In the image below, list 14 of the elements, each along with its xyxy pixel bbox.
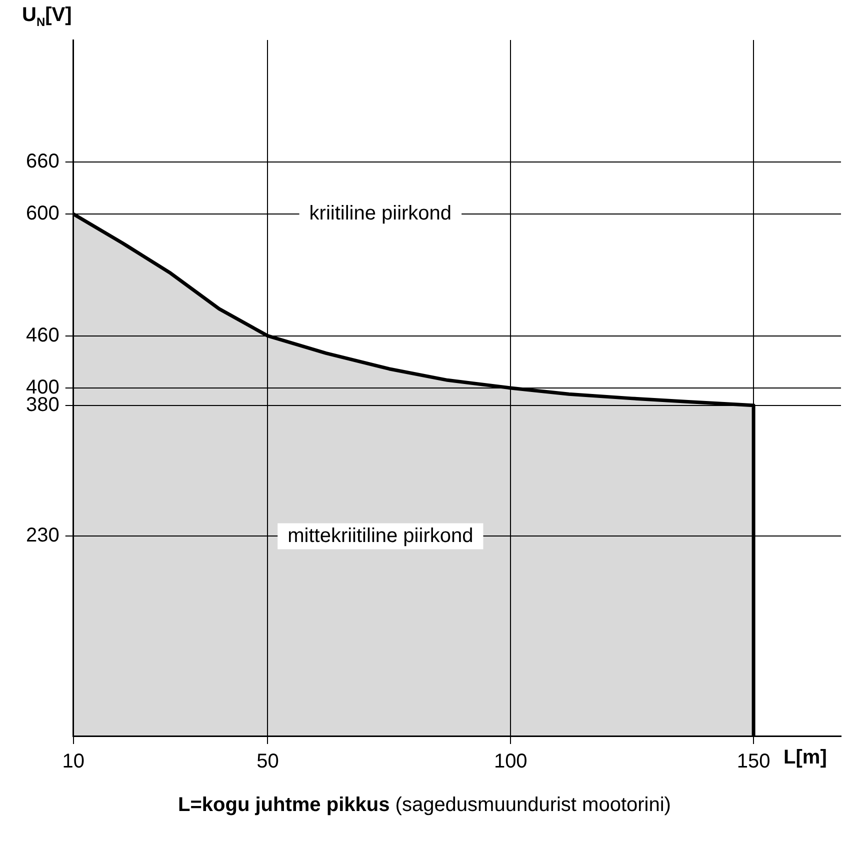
x-tick-label: 50: [256, 750, 279, 773]
y-tick-label: 660: [26, 150, 60, 172]
x-axis-title: L[m]: [784, 746, 827, 769]
y-tick-label: 460: [26, 324, 60, 346]
x-tick-label: 10: [62, 750, 84, 773]
annotation: kriitiline piirkond: [309, 202, 452, 225]
x-tick-label: 100: [494, 750, 528, 773]
text: L=kogu juhtme pikkus (sagedusmuundurist mootorini): [177, 794, 672, 817]
annotation: mittekriitiline piirkond: [288, 524, 474, 547]
y-axis-title: U$_{N}$[V]: [22, 4, 72, 29]
y-tick-label: 600: [26, 202, 60, 225]
y-tick-label: 380: [26, 394, 60, 416]
y-tick-label: 230: [26, 524, 60, 546]
x-tick-label: 150: [736, 750, 770, 773]
